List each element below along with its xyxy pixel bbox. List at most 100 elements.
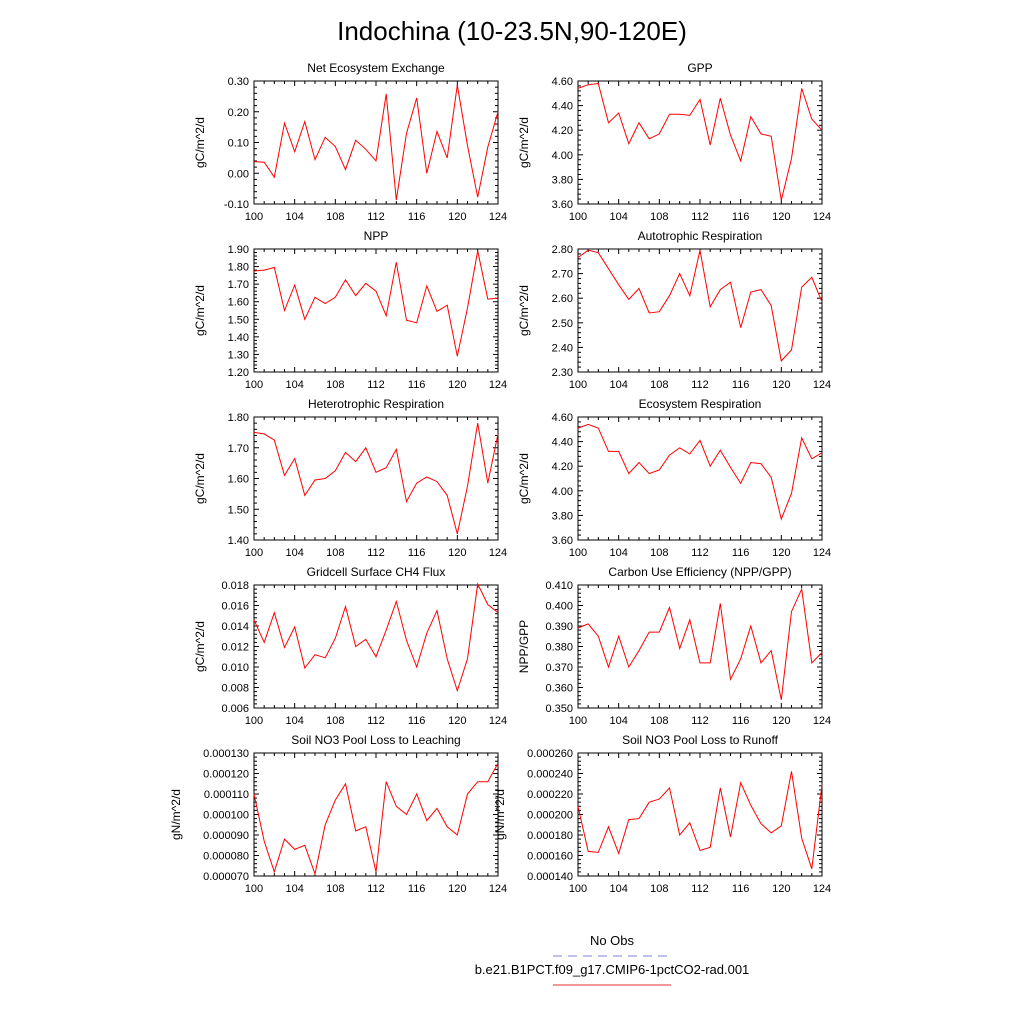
y-tick-label: 0.10 bbox=[228, 138, 249, 150]
y-axis-label: gC/m^2/d bbox=[193, 117, 207, 168]
x-tick-label: 112 bbox=[367, 715, 385, 727]
panel-2: GPP 100 104 108 112 116 120 124 3.60 3.80 4.00 4.20… bbox=[517, 61, 831, 223]
series-line bbox=[253, 582, 499, 693]
y-tick-label: 1.40 bbox=[228, 535, 249, 547]
panel-title: GPP bbox=[687, 61, 712, 75]
y-tick-label: 0.000110 bbox=[204, 789, 249, 801]
plot-frame bbox=[253, 584, 499, 709]
panel-title: Soil NO3 Pool Loss to Leaching bbox=[291, 733, 460, 747]
x-tick-label: 108 bbox=[326, 379, 344, 391]
panel-title: Ecosystem Respiration bbox=[639, 397, 762, 411]
x-tick-label: 116 bbox=[408, 379, 426, 391]
x-tick-label: 112 bbox=[691, 883, 709, 895]
y-tick-label: 0.018 bbox=[221, 580, 249, 592]
y-tick-label: 1.60 bbox=[228, 297, 249, 309]
legend: No Obs b.e21.B1PCT.f09_g17.CMIP6-1pctCO2… bbox=[475, 933, 750, 986]
plot-frame bbox=[253, 752, 499, 877]
x-tick-label: 112 bbox=[367, 379, 385, 391]
x-tick-label: 108 bbox=[326, 211, 344, 223]
panel-title: Autotrophic Respiration bbox=[638, 229, 763, 243]
x-tick-label: 104 bbox=[285, 379, 303, 391]
y-axis-label: gN/m^2/d bbox=[169, 789, 183, 840]
panel-9: Soil NO3 Pool Loss to Leaching 100 104 108 1… bbox=[169, 733, 507, 895]
legend-label-run: b.e21.B1PCT.f09_g17.CMIP6-1pctCO2-rad.00… bbox=[475, 962, 750, 977]
series-line bbox=[577, 423, 823, 521]
x-tick-label: 104 bbox=[609, 379, 627, 391]
y-tick-label: 1.70 bbox=[228, 443, 249, 455]
y-axis-label: gC/m^2/d bbox=[517, 117, 531, 168]
x-tick-label: 124 bbox=[813, 715, 831, 727]
series-line bbox=[577, 587, 823, 700]
x-tick-label: 104 bbox=[285, 883, 303, 895]
y-tick-label: 2.30 bbox=[552, 367, 573, 379]
y-tick-label: 4.60 bbox=[552, 412, 573, 424]
panels: Net Ecosystem Exchange 100 104 108 112 116 120… bbox=[169, 61, 831, 895]
x-tick-label: 124 bbox=[489, 547, 507, 559]
y-axis-label: gC/m^2/d bbox=[193, 621, 207, 672]
x-tick-label: 120 bbox=[448, 379, 466, 391]
panel-6: Ecosystem Respiration 100 104 108 112 116 120 1… bbox=[517, 397, 831, 559]
y-axis-label: gC/m^2/d bbox=[193, 285, 207, 336]
x-tick-label: 120 bbox=[772, 883, 790, 895]
y-tick-label: 1.50 bbox=[228, 504, 249, 516]
y-tick-label: 4.00 bbox=[552, 150, 573, 162]
y-tick-label: 1.20 bbox=[228, 367, 249, 379]
x-tick-label: 108 bbox=[650, 379, 668, 391]
x-tick-label: 116 bbox=[732, 211, 750, 223]
x-tick-label: 100 bbox=[245, 379, 263, 391]
x-tick-label: 112 bbox=[691, 547, 709, 559]
y-tick-label: 1.80 bbox=[228, 262, 249, 274]
x-tick-label: 124 bbox=[489, 883, 507, 895]
y-tick-label: 4.40 bbox=[552, 101, 573, 113]
y-tick-label: 0.000100 bbox=[203, 810, 249, 822]
panel-10: Soil NO3 Pool Loss to Runoff 100 104 108 112… bbox=[493, 733, 831, 895]
y-tick-label: 4.20 bbox=[552, 125, 573, 137]
y-tick-label: 0.016 bbox=[221, 601, 249, 613]
x-tick-label: 112 bbox=[367, 547, 385, 559]
x-tick-label: 100 bbox=[245, 883, 263, 895]
plot-frame bbox=[577, 584, 823, 709]
y-tick-label: 4.60 bbox=[552, 76, 573, 88]
x-tick-label: 116 bbox=[408, 211, 426, 223]
y-tick-label: 2.40 bbox=[552, 342, 573, 354]
y-tick-label: 3.60 bbox=[552, 535, 573, 547]
x-tick-label: 100 bbox=[245, 211, 263, 223]
y-tick-label: 0.00 bbox=[228, 168, 249, 180]
y-tick-label: 2.70 bbox=[552, 269, 573, 281]
plot-frame bbox=[577, 752, 823, 877]
y-tick-label: 0.000160 bbox=[527, 851, 573, 863]
y-tick-label: 0.000180 bbox=[527, 830, 573, 842]
x-tick-label: 116 bbox=[732, 547, 750, 559]
y-tick-label: 3.80 bbox=[552, 174, 573, 186]
y-tick-label: 1.80 bbox=[228, 412, 249, 424]
y-tick-label: 0.014 bbox=[221, 621, 249, 633]
panel-title: NPP bbox=[364, 229, 389, 243]
x-tick-label: 108 bbox=[650, 211, 668, 223]
x-tick-label: 116 bbox=[732, 379, 750, 391]
series-line bbox=[253, 423, 499, 535]
x-tick-label: 116 bbox=[732, 715, 750, 727]
series-line bbox=[577, 249, 823, 362]
y-axis-label: gC/m^2/d bbox=[517, 453, 531, 504]
y-tick-label: -0.10 bbox=[224, 199, 249, 211]
y-tick-label: 4.20 bbox=[552, 461, 573, 473]
y-axis-label: gC/m^2/d bbox=[193, 453, 207, 504]
panel-title: Heterotrophic Respiration bbox=[308, 397, 444, 411]
x-tick-label: 116 bbox=[408, 715, 426, 727]
y-tick-label: 0.410 bbox=[545, 580, 573, 592]
x-tick-label: 112 bbox=[367, 211, 385, 223]
x-tick-label: 108 bbox=[650, 547, 668, 559]
panel-3: NPP 100 104 108 112 116 120 124 1.20 1.30 1.40 1.50… bbox=[193, 229, 507, 391]
y-tick-label: 0.012 bbox=[221, 642, 249, 654]
x-tick-label: 104 bbox=[609, 547, 627, 559]
x-tick-label: 120 bbox=[448, 883, 466, 895]
y-tick-label: 0.010 bbox=[221, 662, 249, 674]
panel-8: Carbon Use Efficiency (NPP/GPP) 100 104 108… bbox=[517, 565, 831, 727]
x-tick-label: 112 bbox=[691, 211, 709, 223]
x-tick-label: 104 bbox=[609, 715, 627, 727]
y-tick-label: 1.40 bbox=[228, 332, 249, 344]
plot-frame bbox=[577, 248, 823, 373]
x-tick-label: 112 bbox=[691, 715, 709, 727]
y-tick-label: 1.30 bbox=[228, 349, 249, 361]
